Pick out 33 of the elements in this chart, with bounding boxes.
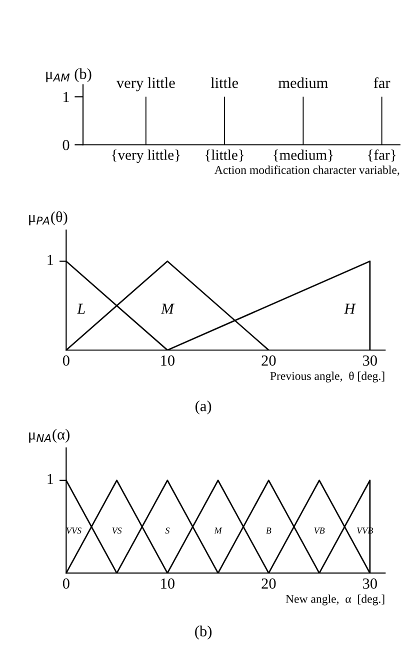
annotation: very little [116, 77, 175, 92]
annotation: L [76, 304, 85, 314]
x-tick-label: 20 [262, 578, 276, 589]
text: 1 [48, 254, 54, 265]
annotation: M [160, 304, 174, 314]
y-axis-title: μ$_{AM}$ (b) [46, 68, 92, 82]
x-tick-label: 30 [363, 578, 377, 589]
x-axis-title: Previous angle, θ [deg.] [270, 372, 384, 382]
x-tick-label: {little} [206, 150, 244, 162]
annotation: medium [278, 77, 328, 88]
annotation: M [214, 528, 222, 534]
x-tick-label: 30 [363, 355, 377, 366]
annotation: far [374, 77, 390, 88]
x-tick-label: {very little} [112, 150, 180, 163]
text: (b) [195, 626, 212, 640]
annotation: VVS [66, 528, 82, 534]
text: (a) [196, 400, 212, 414]
x-axis-title: New angle, α [deg.] [286, 594, 384, 606]
x-tick-label: {far} [368, 149, 396, 162]
x-axis-title: Action modification character variable, [214, 166, 400, 176]
annotation: H [344, 304, 356, 314]
x-tick-label: 20 [262, 355, 276, 366]
x-tick-label: {medium} [274, 150, 333, 162]
y-axis-title: μ$_{NA}$(α) [29, 428, 70, 443]
annotation: VB [314, 528, 325, 534]
annotation: B [266, 528, 272, 534]
text: 1 [48, 474, 54, 484]
annotation: S [165, 528, 170, 534]
x-tick-label: 10 [161, 578, 174, 589]
x-tick-label: 10 [161, 355, 174, 366]
annotation: VS [112, 528, 122, 534]
y-axis-title: μ$_{PA}$(θ) [29, 211, 68, 226]
annotation: little [210, 77, 238, 88]
